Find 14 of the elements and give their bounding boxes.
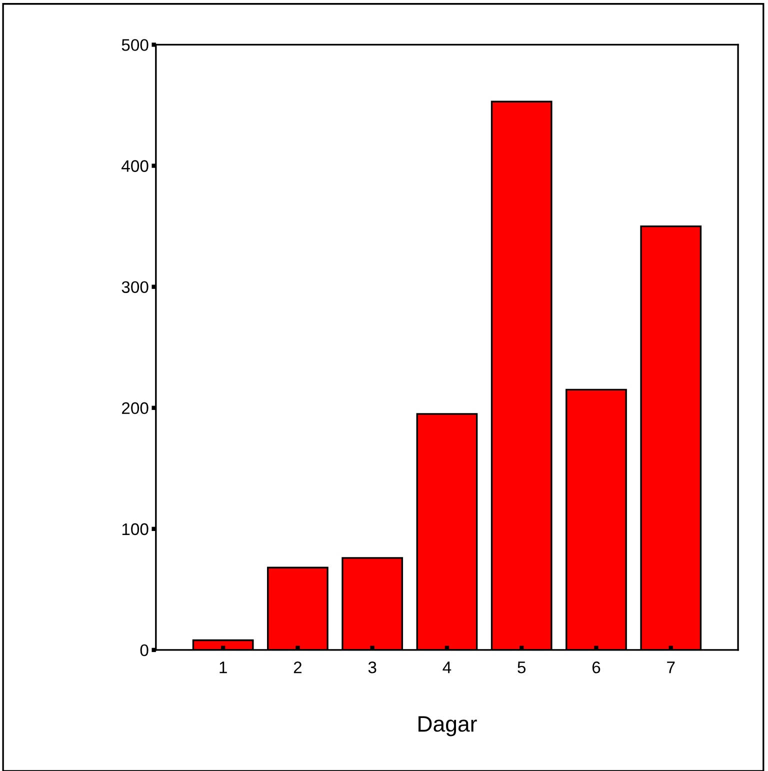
y-tick-label: 100 <box>122 523 148 536</box>
y-tick-label: 200 <box>122 402 148 414</box>
x-axis-title: Dagar <box>418 716 477 736</box>
y-tick-label: 400 <box>122 160 148 172</box>
y-tick-label: 500 <box>122 39 148 51</box>
x-tick-label: 3 <box>368 662 376 674</box>
x-tick-label: 5 <box>518 662 526 674</box>
x-tick-label: 2 <box>294 662 302 674</box>
x-tick-label: 7 <box>667 662 675 674</box>
y-tick-label: 300 <box>122 281 148 294</box>
x-tick-label: 1 <box>220 662 227 674</box>
x-tick-label: 6 <box>592 662 600 674</box>
y-tick-label: 0 <box>140 644 148 656</box>
x-tick-label: 4 <box>442 662 452 674</box>
